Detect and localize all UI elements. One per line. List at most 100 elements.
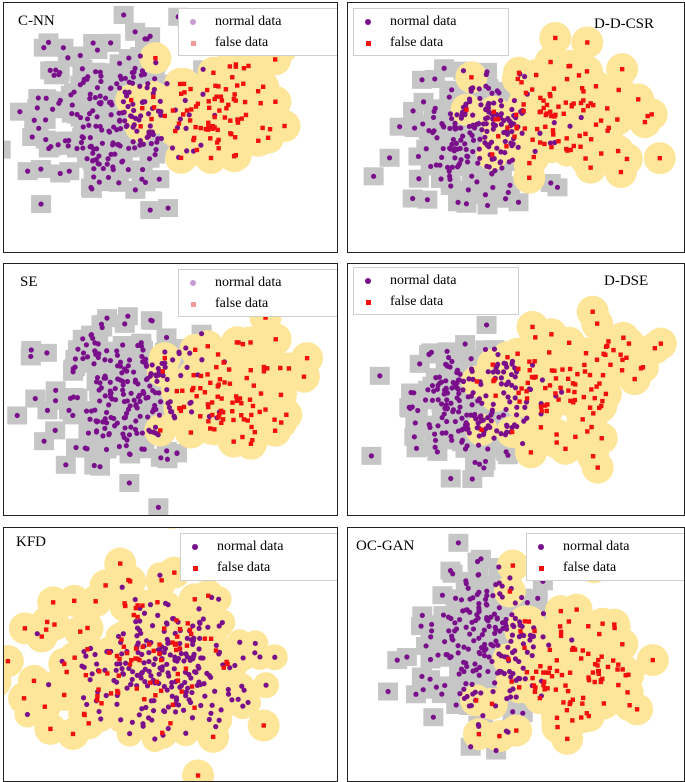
normal-point [133,418,139,424]
normal-point [180,707,187,713]
false-point [542,403,548,408]
normal-point [147,33,153,39]
normal-point [527,386,534,393]
normal-point [503,381,510,388]
normal-point [498,381,505,387]
normal-point [535,595,541,601]
normal-point [151,86,157,93]
normal-point [183,125,189,131]
normal-point [552,139,558,146]
false-point [162,626,167,631]
normal-point [131,397,137,403]
normal-point [77,114,84,121]
normal-point [501,369,507,375]
false-point [554,440,559,445]
normal-point [499,165,505,171]
normal-point [45,39,52,45]
false-point [70,731,76,737]
false-point [532,628,537,634]
normal-point [91,166,97,172]
normal-point [489,90,495,96]
false-point [568,700,573,705]
normal-point [108,40,114,46]
normal-point [469,681,475,687]
legend-label: normal data [390,273,457,288]
false-point [596,668,602,674]
false-point [233,62,239,67]
normal-point [460,68,467,74]
normal-point [153,146,159,153]
false-point [251,383,256,388]
normal-point [198,331,205,337]
false-point [526,619,532,624]
false-point [5,658,11,664]
normal-point [87,416,93,422]
normal-point [501,390,507,396]
normal-point [567,123,573,129]
normal-point [205,624,211,630]
normal-point [540,611,547,617]
normal-point [94,146,100,152]
points [385,540,655,754]
false-point [198,414,203,419]
points [368,309,664,482]
false-point [479,427,484,432]
normal-point [80,695,87,701]
normal-point [143,395,149,401]
normal-point [166,673,172,679]
false-point [239,413,244,418]
false-point [227,381,233,386]
false-point [547,91,552,97]
normal-point [415,153,422,160]
false-point [205,372,210,377]
normal-point [83,342,90,348]
normal-point [519,130,525,136]
normal-point [490,688,496,695]
normal-point [470,691,476,697]
normal-point [225,686,231,693]
normal-point [457,145,463,152]
normal-point [524,415,530,421]
normal-point [129,113,135,120]
false-point [649,112,654,117]
normal-point [507,399,513,405]
false-point [548,109,553,114]
false-point [250,437,255,443]
normal-point [472,459,478,466]
normal-point [505,115,511,122]
normal-point [494,145,500,151]
normal-point [66,137,72,144]
false-point [589,387,594,392]
false-point [584,711,589,716]
normal-point [520,641,527,647]
false-point [265,135,271,140]
normal-point [168,409,174,415]
false-point [246,63,251,69]
false-point [566,340,572,345]
normal-point [480,417,486,423]
false-point [64,669,69,675]
normal-point [463,681,469,687]
false-point [530,324,535,330]
false-point [566,388,571,393]
false-point [205,402,211,407]
normal-point [540,634,546,640]
false-point [219,396,224,401]
normal-point [470,112,476,118]
normal-marker-icon [365,278,371,284]
normal-point [98,78,104,85]
normal-point [503,728,509,734]
false-point [240,434,245,440]
normal-point [170,615,176,622]
normal-point [241,687,247,693]
normal-point [170,357,176,363]
normal-point [494,428,500,434]
false-point [616,87,621,93]
false-point [542,687,547,692]
normal-point [144,134,150,140]
normal-point [427,676,433,682]
normal-point [505,644,511,650]
false-point [124,650,130,656]
false-point [544,111,549,116]
normal-point [90,40,96,46]
